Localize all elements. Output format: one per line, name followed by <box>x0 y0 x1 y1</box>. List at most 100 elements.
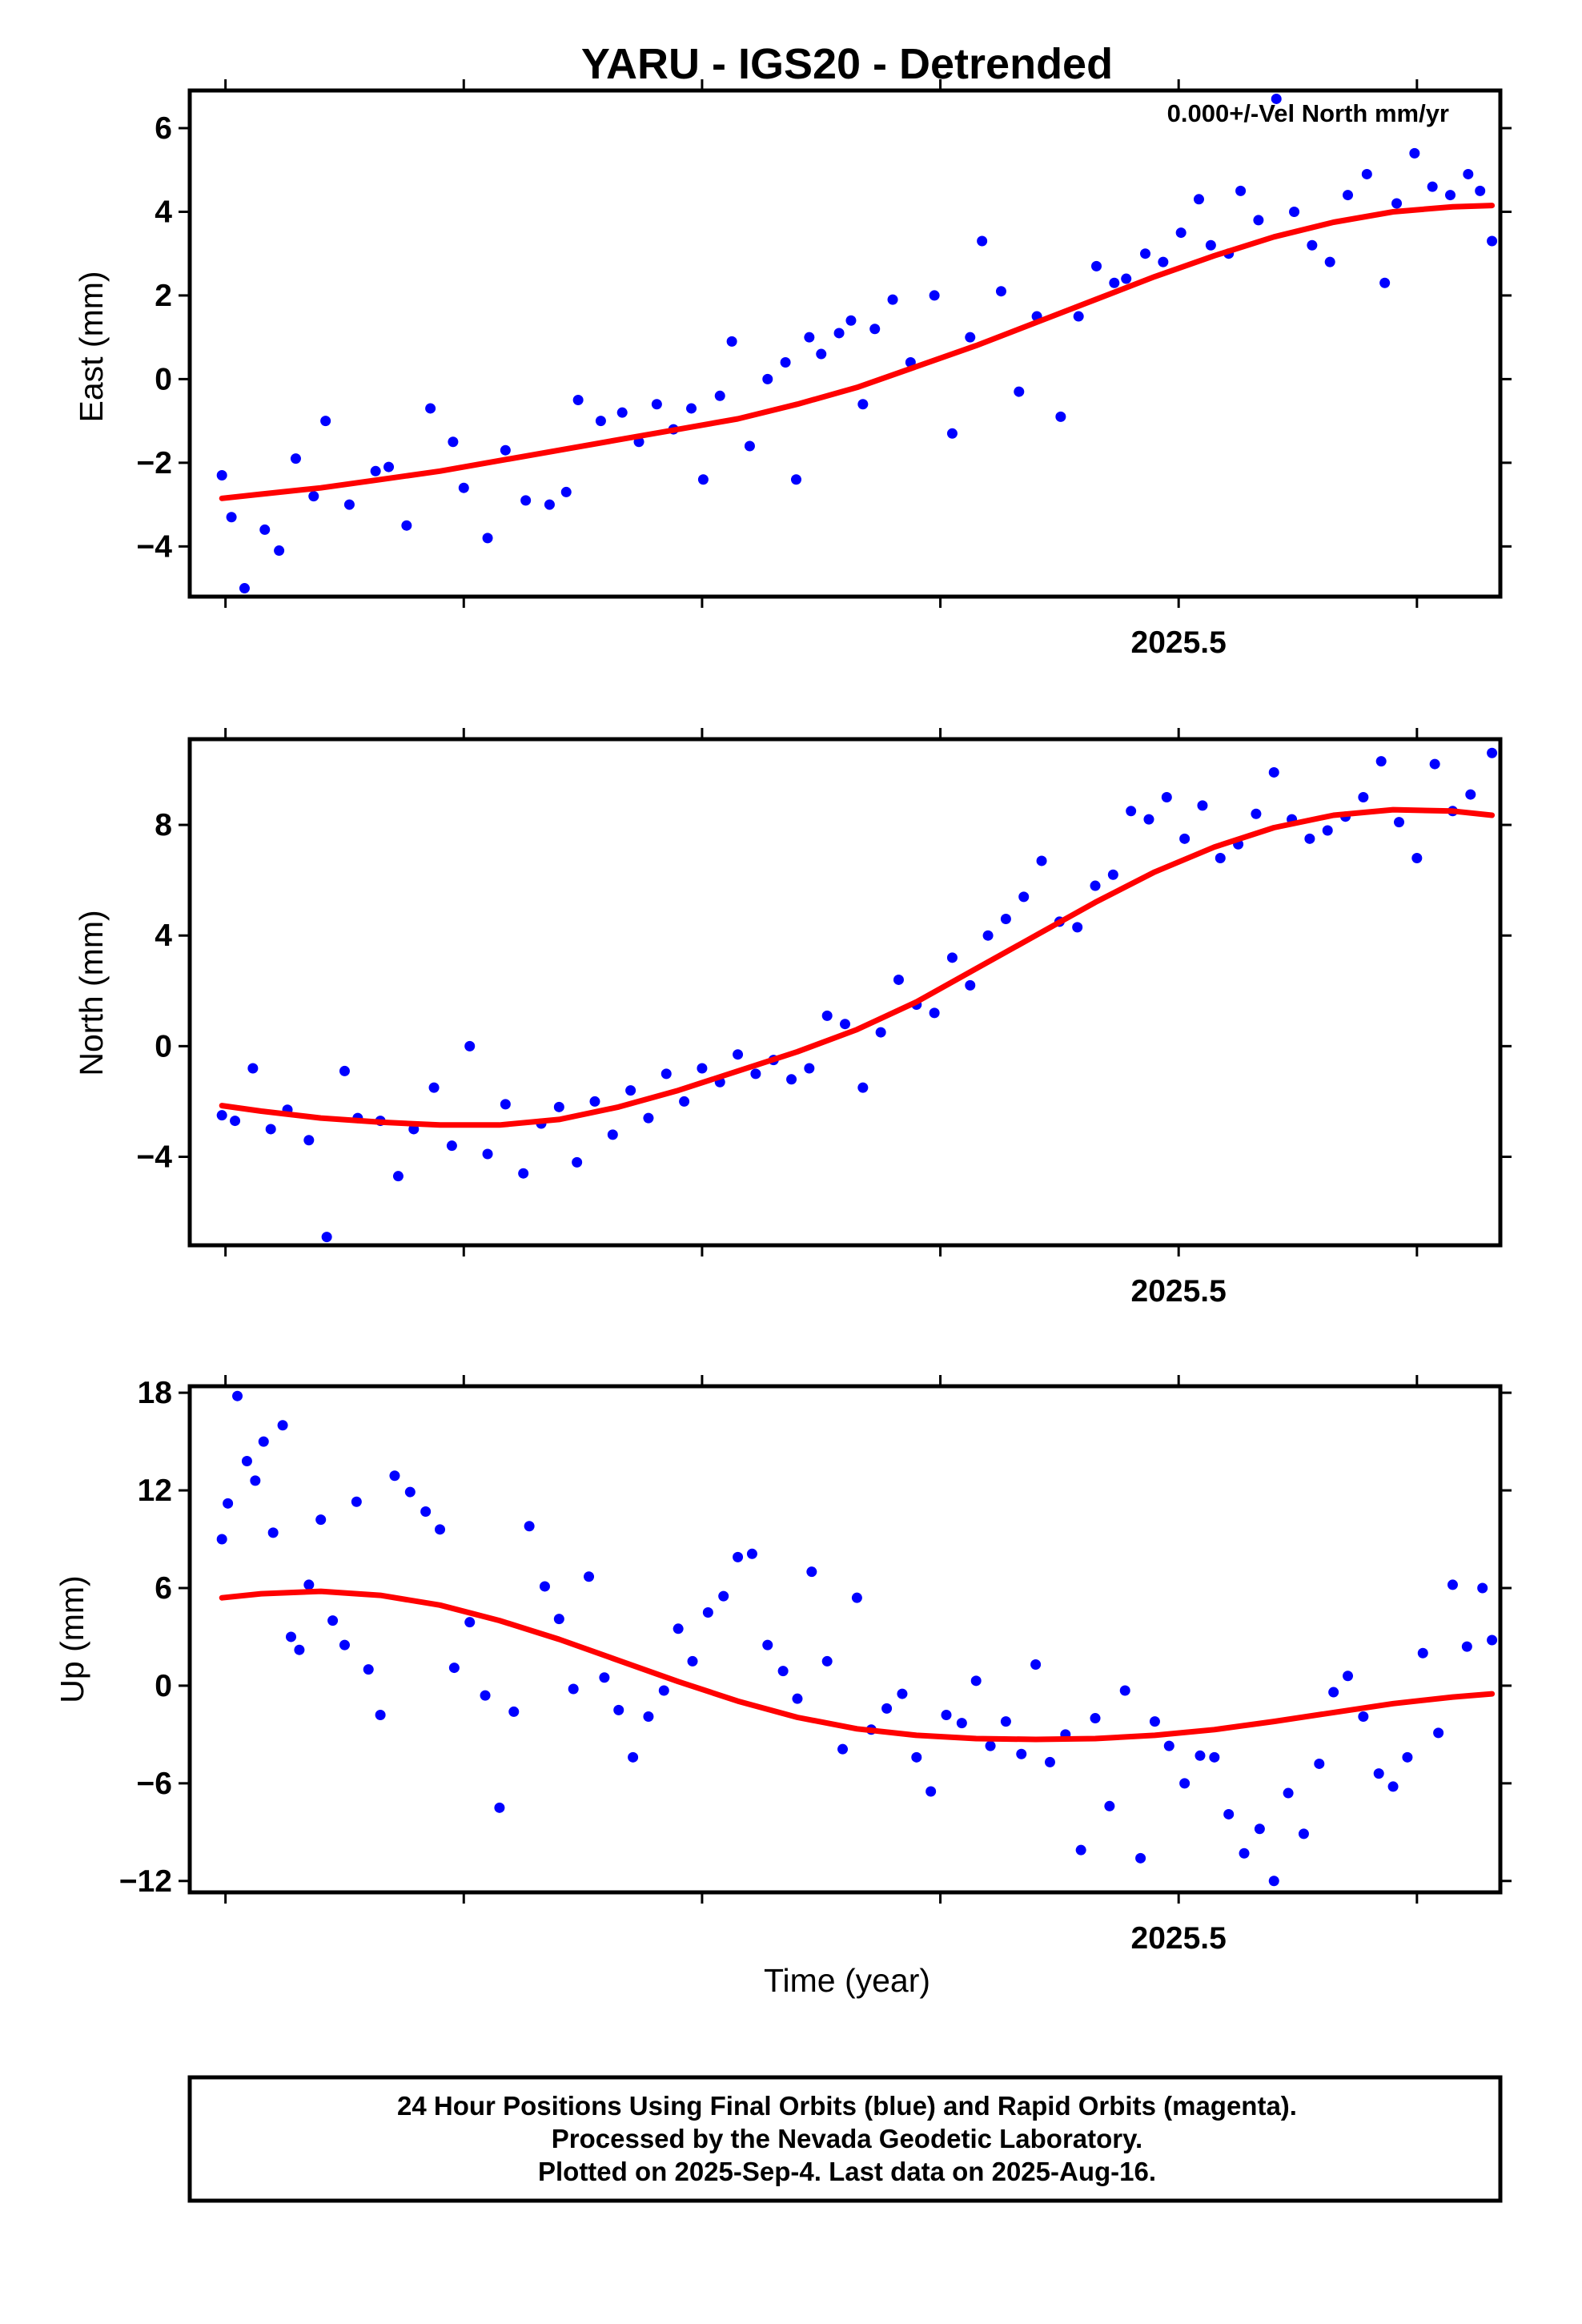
east-data-point <box>1055 411 1066 422</box>
north-data-point <box>875 1027 886 1038</box>
north-data-point <box>1090 880 1101 891</box>
north-data-point <box>929 1007 940 1019</box>
up-data-point <box>821 1655 833 1667</box>
up-data-point <box>1314 1758 1325 1769</box>
north-data-point <box>321 1232 332 1243</box>
up-data-point <box>806 1566 817 1578</box>
east-data-point <box>929 290 940 301</box>
north-data-point <box>1487 747 1498 758</box>
up-data-point <box>1149 1716 1160 1727</box>
north-data-point <box>482 1148 493 1160</box>
north-data-point <box>946 952 958 963</box>
east-data-point <box>1379 277 1391 288</box>
north-data-point <box>392 1171 404 1182</box>
east-data-point <box>1158 256 1169 267</box>
up-ytick-label: 6 <box>155 1571 172 1606</box>
north-data-point <box>840 1019 850 1030</box>
north-ytick-label: 0 <box>155 1029 172 1063</box>
up-panel: −12 −6 0 6 12 18 2025.5 Up (mm) <box>54 1375 1512 1956</box>
north-data-point <box>339 1065 350 1076</box>
north-data-point <box>1429 758 1440 770</box>
east-data-point <box>887 294 898 305</box>
up-xtick-label: 2025.5 <box>1131 1921 1227 1956</box>
north-data-point <box>965 979 976 991</box>
north-data-point <box>464 1040 476 1051</box>
figure-title: YARU - IGS20 - Detrended <box>581 40 1113 88</box>
north-data-point <box>1000 913 1011 924</box>
east-data-point <box>239 583 250 594</box>
east-ytick-label: 0 <box>155 362 172 396</box>
up-data-point <box>673 1623 684 1634</box>
up-data-point <box>1343 1671 1354 1682</box>
up-data-point <box>250 1475 261 1486</box>
east-data-point <box>1343 190 1354 201</box>
east-data-point <box>726 336 737 347</box>
up-data-point <box>1387 1781 1399 1792</box>
east-data-point <box>833 328 845 339</box>
north-data-point <box>518 1168 529 1179</box>
up-data-point <box>733 1551 744 1562</box>
up-data-point <box>1209 1751 1220 1763</box>
east-data-point <box>458 482 469 493</box>
east-data-point <box>226 512 237 523</box>
east-ytick-label: 4 <box>155 195 172 229</box>
east-data-point <box>816 348 827 360</box>
north-data-point <box>1465 789 1476 800</box>
east-data-point <box>1205 239 1216 251</box>
up-data-point <box>1239 1848 1250 1859</box>
east-data-point <box>616 407 628 418</box>
east-data-point <box>560 486 572 497</box>
up-data-point <box>216 1534 227 1545</box>
up-data-point <box>956 1718 967 1729</box>
up-data-point <box>1163 1740 1174 1751</box>
north-frame <box>187 737 1503 1248</box>
up-data-point <box>1044 1756 1055 1767</box>
up-data-point <box>1135 1852 1146 1864</box>
east-data-point <box>869 324 881 335</box>
north-data-point <box>265 1124 276 1135</box>
up-data-point <box>339 1639 350 1651</box>
east-data-point <box>544 499 555 510</box>
east-data-point <box>804 332 815 343</box>
north-data-point <box>1018 891 1030 903</box>
up-data-point <box>658 1685 669 1696</box>
caption-line-3: Plotted on 2025-Sep-4. Last data on 2025… <box>538 2157 1156 2186</box>
up-data-point <box>258 1436 269 1447</box>
east-data-point <box>595 416 606 427</box>
up-data-point <box>494 1802 505 1813</box>
north-ytick-label: 4 <box>155 919 172 953</box>
north-data-point <box>303 1135 315 1146</box>
up-data-point <box>389 1470 400 1482</box>
up-data-point <box>375 1709 386 1720</box>
up-data-point <box>702 1606 713 1618</box>
north-xtick-label: 2025.5 <box>1131 1274 1227 1309</box>
east-data-point <box>1391 198 1403 209</box>
north-data-point <box>1126 806 1137 817</box>
north-ytick-label: −4 <box>137 1140 173 1174</box>
east-data-point <box>1324 256 1335 267</box>
up-data-point <box>1090 1713 1101 1724</box>
north-data-point <box>1072 922 1083 933</box>
up-data-point <box>232 1390 243 1401</box>
up-data-point <box>277 1420 288 1431</box>
east-data-point <box>1427 181 1438 192</box>
up-data-point <box>599 1672 610 1683</box>
east-data-point <box>651 399 662 410</box>
east-ytick-label: −4 <box>137 529 173 564</box>
up-data-point <box>746 1548 757 1559</box>
north-data-point <box>1251 808 1262 819</box>
up-data-point <box>1402 1751 1413 1763</box>
north-panel: −4 0 4 8 2025.5 North (mm) <box>73 728 1512 1309</box>
up-data-point <box>1487 1634 1498 1646</box>
east-xtick-label: 2025.5 <box>1131 625 1227 660</box>
east-data-point <box>448 436 459 448</box>
caption-line-2: Processed by the Nevada Geodetic Laborat… <box>552 2124 1142 2153</box>
east-data-point <box>1193 194 1204 205</box>
north-data-point <box>893 974 904 985</box>
up-data-point <box>524 1521 535 1532</box>
east-ylabel: East (mm) <box>73 271 110 422</box>
east-data-point <box>1253 215 1264 226</box>
east-data-point <box>762 373 773 384</box>
up-data-point <box>1179 1778 1191 1789</box>
